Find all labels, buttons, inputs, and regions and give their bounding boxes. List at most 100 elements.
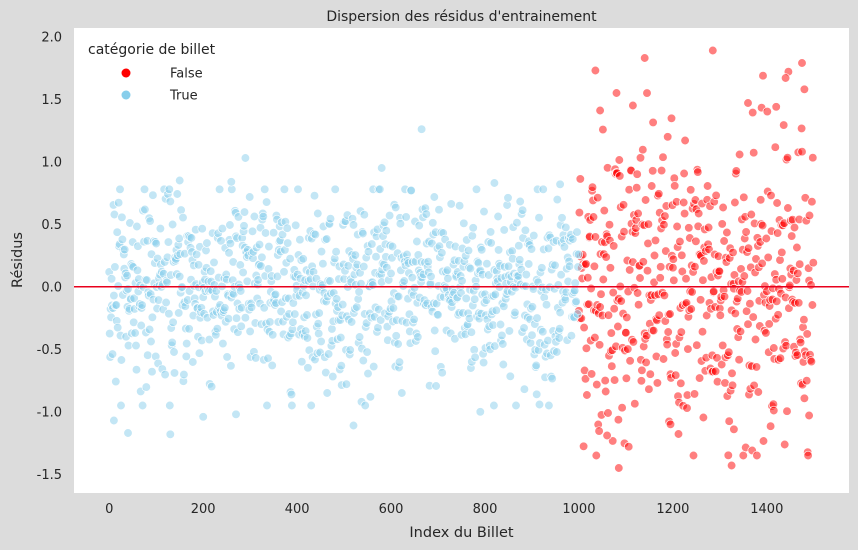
point-false: [785, 280, 795, 291]
point-false: [603, 408, 613, 418]
point-false: [663, 327, 673, 337]
point-true: [262, 400, 272, 411]
point-false: [727, 380, 738, 390]
point-true: [363, 247, 374, 257]
chart-title: Dispersion des résidus d'entrainement: [326, 9, 597, 25]
point-true: [155, 223, 166, 234]
point-true: [543, 243, 554, 254]
point-true: [325, 276, 335, 286]
point-true: [321, 367, 331, 378]
point-false: [727, 368, 737, 378]
point-true: [328, 371, 338, 382]
point-false: [640, 195, 651, 205]
point-false: [796, 123, 807, 134]
point-false: [743, 243, 754, 253]
point-true: [115, 184, 125, 194]
point-false: [769, 405, 779, 416]
point-true: [412, 236, 422, 247]
point-false: [581, 259, 591, 269]
point-true: [212, 324, 222, 334]
point-true: [434, 205, 444, 215]
point-false: [611, 88, 622, 98]
point-true: [503, 193, 513, 203]
point-false: [772, 296, 782, 306]
point-false: [738, 450, 748, 461]
point-true: [369, 361, 379, 372]
point-true: [107, 349, 118, 359]
point-false: [794, 298, 804, 308]
point-false: [804, 210, 815, 221]
point-false: [695, 295, 706, 305]
point-true: [534, 213, 544, 223]
point-true: [224, 248, 234, 258]
point-true: [198, 412, 208, 422]
point-true: [247, 226, 258, 236]
point-false: [670, 348, 680, 358]
point-false: [609, 241, 619, 251]
point-true: [561, 222, 571, 233]
point-false: [654, 310, 664, 320]
point-true: [393, 339, 403, 349]
point-true: [179, 369, 189, 380]
legend-label-false: False: [170, 67, 203, 82]
point-false: [775, 255, 785, 265]
point-false: [808, 153, 818, 163]
point-false: [642, 266, 653, 276]
point-true: [521, 269, 531, 280]
point-true: [367, 239, 377, 249]
point-false: [603, 310, 614, 320]
point-true: [314, 328, 324, 339]
x-tick-label: 0: [105, 502, 113, 517]
point-true: [264, 241, 274, 252]
point-false: [638, 145, 648, 155]
point-true: [426, 271, 436, 282]
point-true: [497, 330, 507, 341]
point-true: [461, 293, 471, 304]
point-true: [557, 213, 567, 223]
point-false: [652, 378, 663, 388]
point-true: [105, 328, 115, 339]
point-false: [748, 312, 758, 322]
point-true: [504, 326, 515, 336]
point-false: [697, 327, 708, 337]
point-true: [423, 257, 433, 267]
point-true: [245, 326, 255, 337]
point-true: [164, 184, 174, 194]
point-false: [644, 384, 654, 394]
point-false: [595, 105, 605, 116]
point-true: [168, 317, 178, 327]
point-false: [775, 353, 786, 363]
point-true: [393, 291, 404, 302]
point-true: [510, 307, 520, 318]
point-true: [295, 235, 305, 245]
point-false: [680, 135, 690, 146]
point-false: [797, 147, 807, 157]
point-true: [331, 247, 341, 257]
point-true: [323, 349, 334, 359]
point-true: [348, 220, 359, 230]
point-true: [532, 389, 542, 399]
point-false: [673, 429, 684, 439]
point-false: [777, 247, 787, 258]
point-false: [718, 340, 728, 351]
point-false: [650, 235, 661, 246]
point-true: [225, 220, 235, 230]
point-true: [526, 244, 537, 254]
point-false: [590, 332, 600, 343]
point-false: [729, 424, 739, 434]
point-true: [348, 420, 359, 431]
point-false: [723, 450, 733, 460]
point-false: [799, 84, 810, 94]
point-true: [413, 332, 423, 342]
point-false: [730, 197, 740, 208]
point-true: [291, 220, 301, 230]
point-false: [795, 337, 806, 348]
point-true: [470, 294, 480, 304]
y-tick-label: 0.0: [41, 280, 62, 295]
point-true: [188, 357, 198, 367]
point-true: [137, 300, 147, 310]
point-true: [231, 409, 241, 419]
point-true: [359, 210, 369, 220]
point-true: [572, 227, 582, 237]
point-true: [485, 227, 496, 237]
